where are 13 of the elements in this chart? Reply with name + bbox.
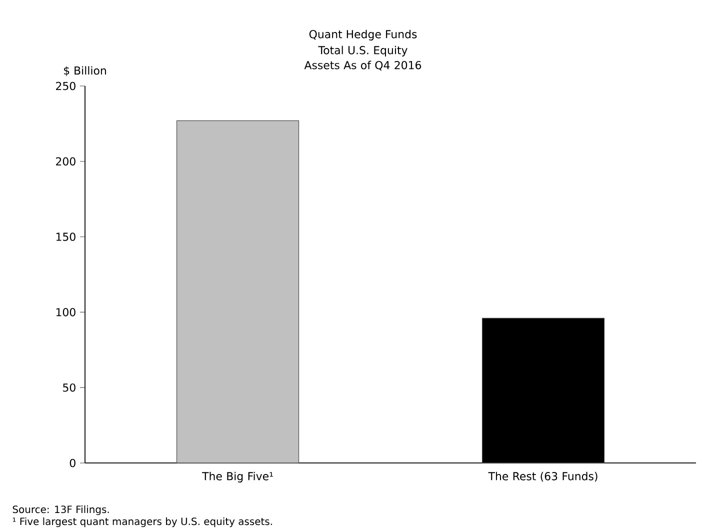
x-tick-label: The Rest (63 Funds) [488,472,598,482]
y-tick-label: 200 [56,157,76,166]
y-tick-label: 250 [56,82,76,90]
x-tick-label: The Big Five¹ [202,472,273,482]
chart-title: Quant Hedge Funds [309,30,417,40]
y-axis-title: $ Billion [64,66,106,76]
chart-subtitle: Total U.S. Equity Assets As of Q4 2016 [304,46,422,71]
y-tick-label: 150 [56,232,76,241]
source-note: Source: 13F Filings. [12,505,109,516]
text: ¹ Five largest quant managers by U.S. equity assets. [12,517,272,528]
y-tick-label: 50 [63,383,76,392]
y-tick-label: 100 [56,308,76,316]
y-tick-label: 0 [70,458,76,468]
